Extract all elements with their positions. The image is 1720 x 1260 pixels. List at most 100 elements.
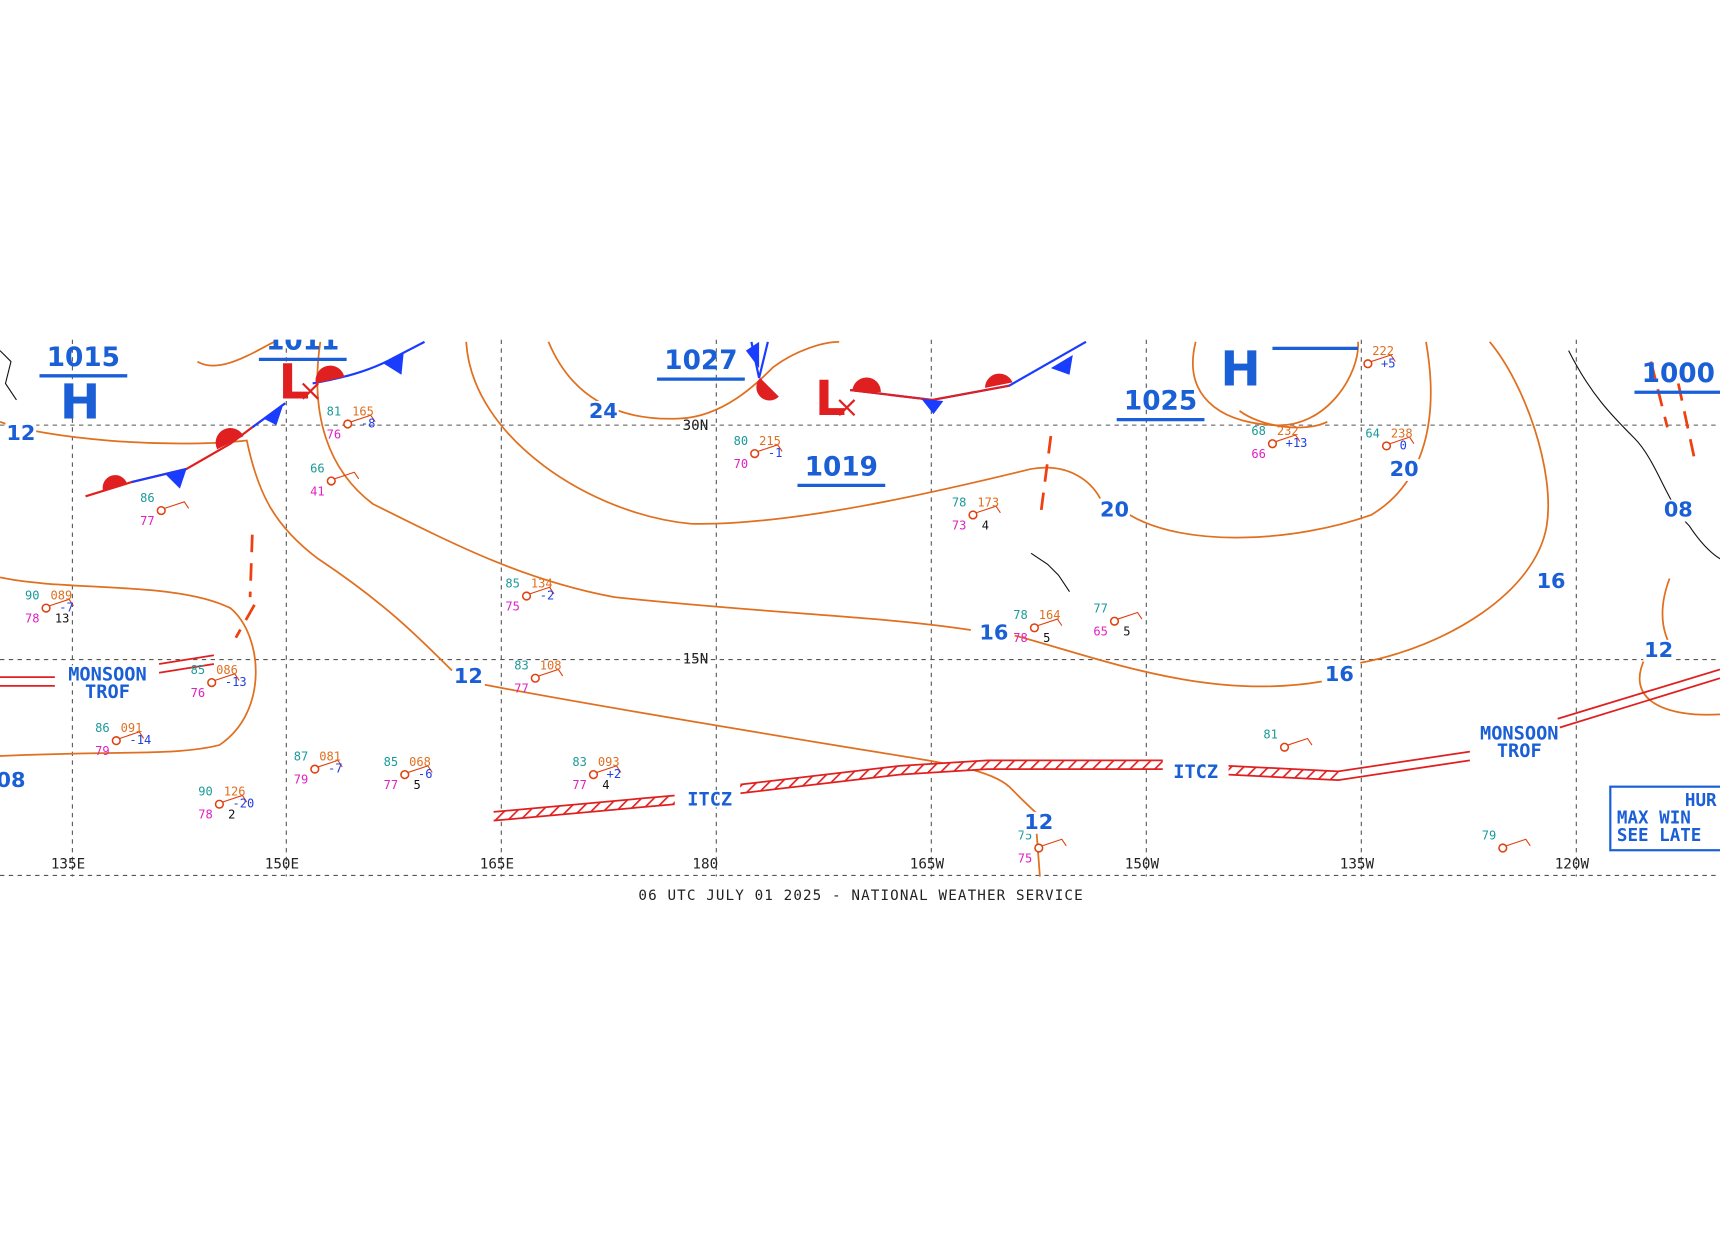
- longitude-label: 120W: [1555, 856, 1590, 872]
- station: 83 093 77 +24: [572, 755, 622, 792]
- notice-line: MAX WIN: [1617, 808, 1691, 828]
- station-other: 4: [602, 778, 609, 792]
- station: 85 068 77 -65: [384, 755, 433, 792]
- pressure-label: 1025: [1124, 387, 1197, 417]
- station-dew: 77: [140, 514, 155, 528]
- station-circle: [1381, 441, 1392, 451]
- station-circle: [41, 603, 51, 613]
- station-circle: [214, 799, 224, 809]
- station-dew: 76: [327, 427, 342, 441]
- station-other: 4: [982, 518, 989, 532]
- wind-barb: [222, 794, 248, 803]
- station: 81: [1263, 728, 1313, 752]
- isobar-label: 20: [1100, 498, 1129, 522]
- station-circle: [521, 591, 532, 601]
- station-circle: [310, 764, 320, 774]
- station-temp: 83: [514, 659, 529, 673]
- station-pressure: 165: [352, 404, 374, 418]
- isobar-label: 16: [979, 620, 1008, 644]
- station-dew: 75: [505, 599, 520, 613]
- labels: 135E 150E 165E 180 165W 150W 135W 120W 30N 15N 101…: [0, 326, 1720, 872]
- station-dew: 77: [572, 778, 587, 792]
- station-circle: [588, 770, 599, 780]
- pressure-label: 1000: [1642, 359, 1715, 389]
- station-pressure: 108: [540, 659, 562, 673]
- station-change: +2: [607, 767, 622, 781]
- station-change: -14: [129, 733, 151, 747]
- itcz: [0, 654, 1720, 822]
- station: 66 41: [310, 461, 360, 498]
- feature-label: ITCZ: [687, 789, 732, 810]
- isobar-label-bg: [1023, 811, 1055, 834]
- station-pressure: 215: [759, 434, 781, 448]
- wind-barb: [529, 586, 555, 595]
- station-dew: 73: [952, 518, 967, 532]
- station-dew: 76: [191, 686, 206, 700]
- station-dew: 65: [1093, 625, 1108, 639]
- station-other: 2: [228, 808, 235, 822]
- low-x: [301, 382, 319, 400]
- feature-label: MONSOON: [1480, 724, 1559, 745]
- station-temp: 77: [1093, 602, 1108, 616]
- latitude-label: 30N: [683, 418, 709, 434]
- station-circle: [400, 770, 410, 780]
- station-circle: [968, 510, 978, 520]
- isobar-label: 12: [1644, 638, 1673, 662]
- wind-barb: [1371, 354, 1396, 363]
- pressure-center: L: [279, 355, 310, 411]
- longitude-label: 165W: [910, 856, 945, 872]
- pressure-label: 1015: [47, 343, 120, 373]
- station-change: -1: [768, 446, 783, 460]
- station: 80 215 70 -1: [734, 434, 783, 471]
- wind-barb: [49, 598, 74, 607]
- station-change: -7: [328, 762, 343, 776]
- station-temp: 86: [95, 721, 110, 735]
- station-pressure: 238: [1391, 426, 1413, 440]
- isobar-label-bg: [5, 422, 37, 445]
- station-dew: 66: [1251, 447, 1266, 461]
- station-temp: 68: [1251, 424, 1266, 438]
- station-circle: [1363, 359, 1373, 369]
- station-pressure: 173: [977, 495, 999, 509]
- pressure-label: 1011: [266, 326, 339, 356]
- isobar-label: 16: [1537, 569, 1566, 593]
- graticule: [0, 339, 1720, 877]
- station-pressure: 091: [121, 721, 143, 735]
- station-circle: [207, 677, 217, 688]
- feature-label: TROF: [85, 682, 130, 703]
- wind-barb: [1287, 737, 1313, 746]
- station-circle: [1109, 616, 1120, 626]
- station-dew: 70: [734, 457, 749, 471]
- pressure-label: 1019: [805, 452, 878, 482]
- station-circle: [530, 673, 540, 683]
- isobar-label-bg: [0, 770, 27, 793]
- station: 86 091 79 -14: [95, 721, 151, 758]
- station-dew: 77: [384, 778, 399, 792]
- wind-barb: [1041, 838, 1067, 847]
- isobar-label-bg: [1662, 499, 1694, 522]
- station-circle: [1267, 439, 1278, 449]
- station: 78 173 73 4: [952, 495, 1001, 532]
- station-circle: [156, 505, 166, 516]
- station-pressure: 093: [598, 755, 620, 769]
- feature-label: MONSOON: [68, 664, 147, 685]
- station-change: 0: [1400, 438, 1407, 452]
- station-temp: 85: [384, 755, 399, 769]
- pressure-center: H: [60, 374, 100, 430]
- notice-box: [1609, 785, 1720, 852]
- station-change: -7: [59, 601, 74, 615]
- station: 85 134 75 -2: [505, 576, 555, 613]
- wind-barb: [407, 765, 433, 773]
- station-pressure: 068: [409, 755, 431, 769]
- isobar-label-bg: [1099, 499, 1130, 522]
- station-other: 5: [1123, 625, 1130, 639]
- station-change: +13: [1286, 436, 1308, 450]
- station-temp: 78: [1013, 608, 1028, 622]
- coastlines: [0, 350, 1720, 592]
- longitude-label: 180: [692, 856, 718, 872]
- notice-line: HUR: [1685, 791, 1717, 811]
- station-temp: 81: [327, 404, 342, 418]
- wind-barb: [350, 414, 376, 423]
- low-x: [838, 399, 856, 417]
